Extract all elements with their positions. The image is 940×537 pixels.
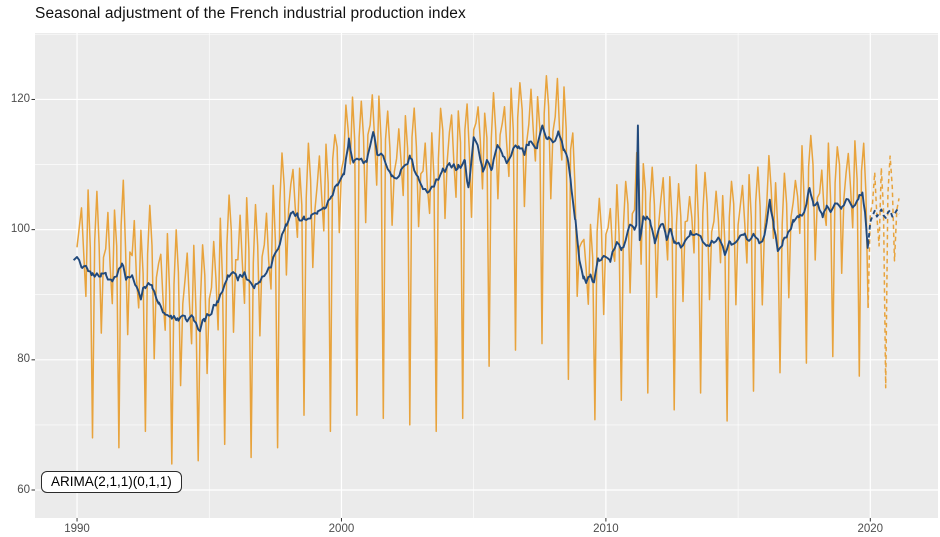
y-axis-tick-label: 60	[17, 483, 30, 496]
y-axis-tick-label: 80	[17, 353, 30, 366]
x-axis-tick-label: 2020	[857, 523, 884, 535]
y-axis-tick-label: 120	[10, 92, 30, 105]
x-axis-tick-label: 1990	[64, 523, 90, 535]
seasonally-adjusted-forecast-dashed-line	[867, 208, 900, 246]
arima-model-annotation: ARIMA(2,1,1)(0,1,1)	[41, 471, 182, 493]
plot-title: Seasonal adjustment of the French indust…	[35, 5, 466, 22]
raw-forecast-dashed-line	[867, 155, 900, 389]
plot-panel	[35, 33, 938, 518]
raw-index-line	[76, 75, 869, 465]
x-axis-tick-label: 2000	[328, 523, 355, 535]
x-axis-tick-label: 2010	[593, 523, 619, 535]
y-axis-tick-label: 100	[10, 223, 30, 236]
seasonally-adjusted-line	[72, 124, 871, 333]
